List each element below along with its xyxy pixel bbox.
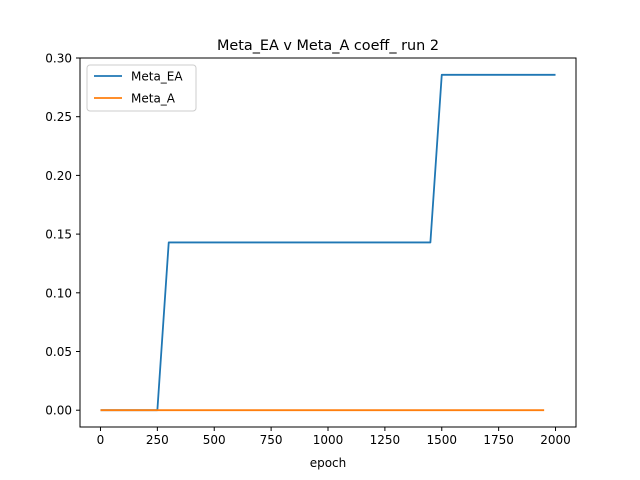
x-tick-label: 500 [203, 433, 226, 447]
y-tick-label: 0.25 [45, 110, 72, 124]
x-axis-label: epoch [310, 456, 347, 470]
x-tick-label: 1750 [483, 433, 514, 447]
legend-label: Meta_A [131, 92, 176, 106]
x-tick-label: 0 [97, 433, 105, 447]
y-tick-label: 0.05 [45, 345, 72, 359]
chart-title: Meta_EA v Meta_A coeff_ run 2 [217, 38, 439, 54]
x-tick-label: 1250 [370, 433, 401, 447]
legend: Meta_EA Meta_A [86, 64, 197, 112]
x-tick-label: 1000 [313, 433, 344, 447]
y-tick-label: 0.10 [45, 286, 72, 300]
legend-label: Meta_EA [131, 70, 183, 84]
plot-area [100, 73, 556, 412]
y-tick-label: 0.00 [45, 404, 72, 418]
y-tick-label: 0.30 [45, 52, 72, 66]
x-tick-label: 2000 [540, 433, 571, 447]
axes: 0 250 500 750 1000 1250 1500 1750 2000 0.00 0.05 0.… [45, 52, 577, 447]
series-line-meta-ea [100, 73, 556, 412]
x-tick-label: 250 [146, 433, 169, 447]
y-tick-label: 0.20 [45, 169, 72, 183]
y-tick-label: 0.15 [45, 228, 72, 242]
x-tick-label: 1500 [426, 433, 457, 447]
x-tick-label: 750 [260, 433, 283, 447]
